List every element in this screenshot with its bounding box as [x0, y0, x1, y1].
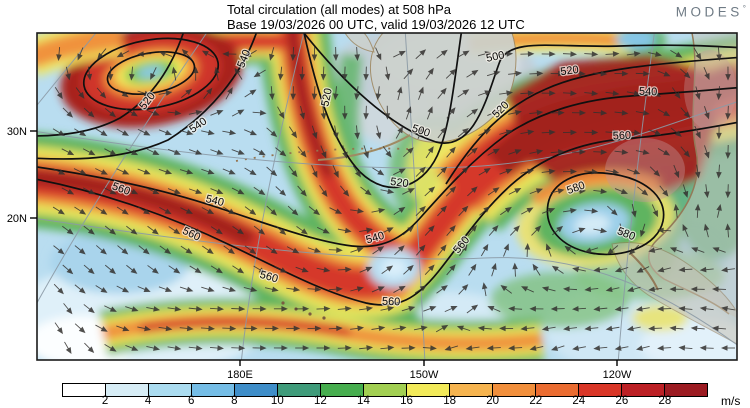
colorbar-cell	[535, 384, 578, 396]
svg-text:500: 500	[485, 49, 505, 65]
modes-logo: MODES°	[675, 4, 746, 20]
colorbar-cell	[234, 384, 277, 396]
contour-560	[37, 121, 737, 306]
graticule	[37, 33, 737, 360]
colorbar-tick-label: 24	[572, 395, 586, 407]
svg-text:150W: 150W	[410, 369, 439, 381]
contour-540	[37, 33, 258, 160]
north-america-land	[648, 33, 737, 318]
colorbar-unit: m/s	[721, 394, 741, 408]
colorbar-cell	[320, 384, 363, 396]
colorbar-cell	[406, 384, 449, 396]
colorbar-cell	[578, 384, 621, 396]
colorbar-tick-label: 8	[231, 395, 238, 407]
height-contours	[37, 33, 737, 306]
svg-text:560: 560	[382, 296, 401, 309]
contour-500	[302, 33, 737, 144]
colorbar	[62, 383, 708, 397]
colorbar-cell	[277, 384, 320, 396]
colorbar-tick-label: 22	[529, 395, 543, 407]
chart-title: Total circulation (all modes) at 508 hPa	[227, 2, 452, 17]
svg-text:120W: 120W	[603, 369, 632, 381]
baja-peninsula	[629, 252, 659, 291]
colorbar-tick-label: 4	[144, 395, 152, 407]
svg-text:500: 500	[410, 123, 431, 140]
colorbar-cell	[492, 384, 535, 396]
colorbar-tick-label: 16	[400, 395, 413, 407]
svg-text:540: 540	[639, 86, 658, 99]
colorbar-tick-label: 12	[313, 395, 327, 407]
axis-ticks: 30N 20N 180E 150W 120W	[7, 126, 632, 381]
colorbar-tick-label: 26	[615, 395, 629, 407]
svg-text:560: 560	[613, 130, 632, 143]
aleutian-islands	[235, 147, 409, 162]
svg-text:520: 520	[389, 176, 409, 190]
chart-titles: Total circulation (all modes) at 508 hPa…	[227, 2, 525, 32]
colorbar-tick-label: 28	[658, 395, 672, 407]
contour-580	[546, 171, 665, 256]
colorbar-cell	[105, 384, 148, 396]
map-frame	[36, 32, 738, 361]
colorbar-tick-label: 10	[270, 395, 284, 407]
svg-text:540: 540	[204, 193, 225, 209]
svg-text:520: 520	[319, 87, 335, 107]
colorbar-cell	[63, 384, 105, 396]
colorbar-tick-label: 20	[486, 395, 500, 407]
colorbar-cell	[621, 384, 664, 396]
colorbar-cell	[191, 384, 234, 396]
colorbar-cell	[664, 384, 707, 396]
chart-subtitle: Base 19/03/2026 00 UTC, valid 19/03/2026…	[227, 17, 525, 32]
colorbar-tick-label: 2	[101, 395, 109, 407]
svg-text:180E: 180E	[227, 369, 253, 381]
colorbar-cell	[148, 384, 191, 396]
svg-text:520: 520	[560, 64, 580, 78]
colorbar-tick-label: 18	[443, 395, 456, 407]
svg-text:20N: 20N	[7, 213, 27, 225]
colorbar-tick-label: 14	[357, 395, 370, 407]
degree-mark: °	[742, 4, 746, 13]
colorbar-cell	[363, 384, 406, 396]
wind-arrows	[52, 46, 735, 355]
colorbar-tick-label: 6	[187, 395, 195, 407]
colorbar-cell	[449, 384, 492, 396]
svg-text:30N: 30N	[7, 126, 27, 138]
